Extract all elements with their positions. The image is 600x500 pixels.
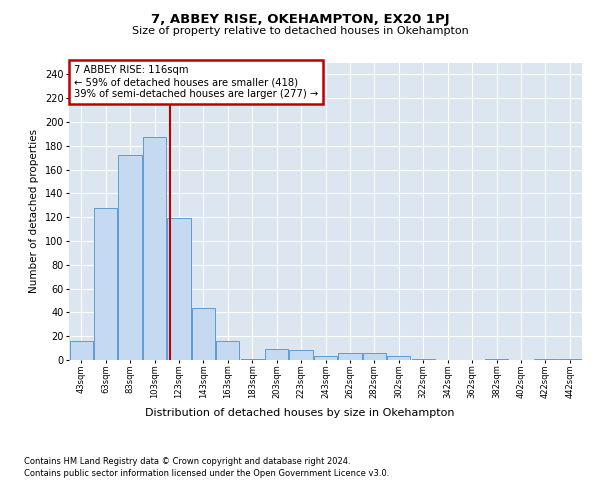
Bar [485,359,508,360]
Bar [289,350,313,360]
Text: Size of property relative to detached houses in Okehampton: Size of property relative to detached ho… [131,26,469,36]
Bar [314,356,337,360]
Bar [241,359,264,360]
Bar [265,350,288,360]
Text: Distribution of detached houses by size in Okehampton: Distribution of detached houses by size … [145,408,455,418]
Bar [167,218,191,360]
Text: 7 ABBEY RISE: 116sqm
← 59% of detached houses are smaller (418)
39% of semi-deta: 7 ABBEY RISE: 116sqm ← 59% of detached h… [74,66,319,98]
Bar [387,356,410,360]
Bar [216,341,239,360]
Bar [558,359,581,360]
Text: Contains HM Land Registry data © Crown copyright and database right 2024.: Contains HM Land Registry data © Crown c… [24,458,350,466]
Bar [534,359,557,360]
Text: Contains public sector information licensed under the Open Government Licence v3: Contains public sector information licen… [24,469,389,478]
Bar [70,341,93,360]
Bar [192,308,215,360]
Bar [412,359,435,360]
Bar [118,156,142,360]
Text: 7, ABBEY RISE, OKEHAMPTON, EX20 1PJ: 7, ABBEY RISE, OKEHAMPTON, EX20 1PJ [151,12,449,26]
Bar [94,208,117,360]
Bar [143,138,166,360]
Y-axis label: Number of detached properties: Number of detached properties [29,129,39,294]
Bar [338,353,362,360]
Bar [363,353,386,360]
